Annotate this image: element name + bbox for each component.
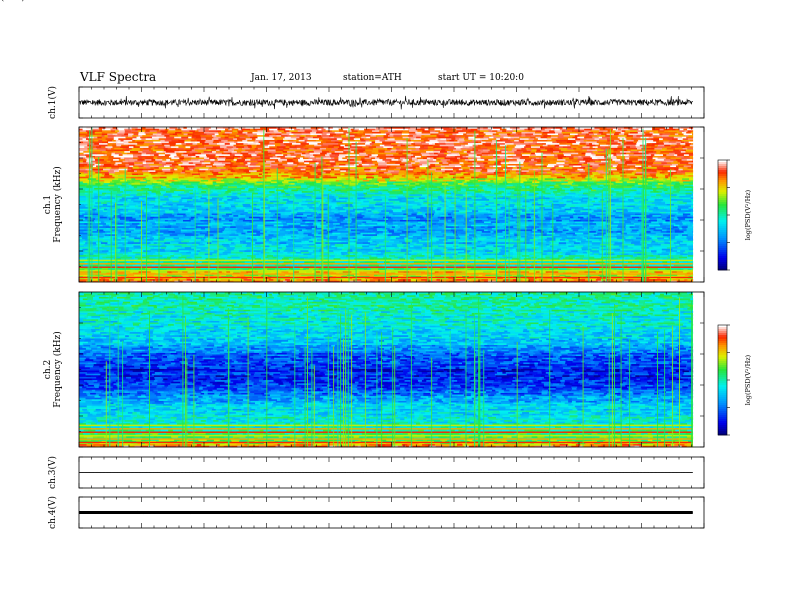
ch2-spectrogram-cells xyxy=(79,291,694,448)
ch2-spectrogram xyxy=(78,291,730,448)
ch2-spectrogram-colorbar-tick: -3 xyxy=(0,0,7,2)
ch2-spectrogram-sferics xyxy=(105,293,693,447)
time-axis-tick: 5 xyxy=(0,0,3,3)
ch2-spectrogram-colorbar-tick: -7 xyxy=(0,0,7,2)
time-axis-tick: 8 xyxy=(0,0,3,3)
time-axis-tick: 1 xyxy=(0,0,3,3)
ch1-spectrogram-sferics xyxy=(87,127,671,282)
ch1-spectrogram xyxy=(78,126,730,283)
ch1-spectrogram-colorbar-label: log(PSD(V²/Hz) xyxy=(744,189,752,240)
ch1-spectrogram-colorbar-tick: -7 xyxy=(0,0,7,2)
ch2-spectrogram-ylabel: ch.2 xyxy=(43,360,53,379)
station-label: station=ATH xyxy=(343,73,402,83)
ch1-spectrogram-colorbar xyxy=(717,159,730,271)
ch1-spectrogram-cells xyxy=(79,126,694,283)
ch1-spectrogram-colorbar-tick: -6 xyxy=(0,0,7,2)
ch1-spectrogram-ylabel: ch.1 xyxy=(43,195,53,214)
figure-title: VLF Spectra xyxy=(80,70,156,84)
ch1-spectrogram-ylabel: Frequency (kHz) xyxy=(52,166,63,243)
ch1-spectrogram-colorbar-tick: -3 xyxy=(0,0,7,2)
ch3-waveform-ylabel: ch.3(V) xyxy=(47,456,58,489)
ch1-waveform-trace xyxy=(78,95,694,110)
time-axis-tick: 0 xyxy=(0,0,3,3)
ch4-waveform xyxy=(78,496,705,529)
ch2-spectrogram-colorbar-tick: -4 xyxy=(0,0,7,2)
time-axis-tick: 2 xyxy=(0,0,3,3)
ch4-waveform-ylabel: ch.4(V) xyxy=(47,496,58,529)
ch2-spectrogram-colorbar-label: log(PSD(V²/Hz) xyxy=(744,354,752,405)
date-label: Jan. 17, 2013 xyxy=(251,73,312,83)
ch1-spectrogram-colorbar-tick: -4 xyxy=(0,0,7,2)
time-axis-tick: 7 xyxy=(0,0,3,3)
time-axis-tick: 4 xyxy=(0,0,3,3)
ch1-spectrogram-colorbar-tick: -5 xyxy=(0,0,7,2)
ch2-spectrogram-colorbar-tick: -5 xyxy=(0,0,7,2)
time-axis-tick: 3 xyxy=(0,0,3,3)
time-axis-tick: 6 xyxy=(0,0,3,3)
start-time-label: start UT = 10:20:0 xyxy=(438,73,524,83)
time-axis-tick: 10 xyxy=(0,0,6,3)
ch2-spectrogram-colorbar xyxy=(717,324,730,436)
time-axis-label: Time (min) xyxy=(0,0,25,3)
ch2-spectrogram-colorbar-tick: -6 xyxy=(0,0,7,2)
ch1-waveform-ylabel: ch.1(V) xyxy=(47,86,58,119)
time-axis-tick: 9 xyxy=(0,0,3,3)
ch2-spectrogram-ylabel: Frequency (kHz) xyxy=(52,331,63,408)
